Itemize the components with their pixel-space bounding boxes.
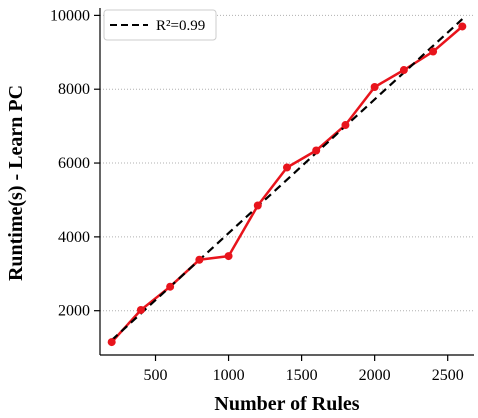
data-point <box>166 282 175 291</box>
x-ticks: 500 1000 1500 2000 2500 <box>144 355 464 384</box>
data-point <box>195 255 204 264</box>
legend-label: R²=0.99 <box>156 18 205 34</box>
data-point <box>253 201 262 210</box>
x-tick-label: 500 <box>144 367 168 384</box>
data-point <box>458 22 467 31</box>
x-tick-label: 1000 <box>213 367 245 384</box>
axes <box>99 8 474 356</box>
x-tick-label: 2000 <box>359 367 391 384</box>
x-tick-label: 2500 <box>432 367 464 384</box>
data-point <box>312 146 321 155</box>
y-ticks: 2000 4000 6000 8000 10000 <box>50 7 100 320</box>
data-point <box>107 338 116 347</box>
y-tick-label: 10000 <box>50 7 90 24</box>
y-tick-label: 2000 <box>58 303 90 320</box>
data-point <box>341 121 350 130</box>
fit-line <box>110 18 464 342</box>
y-tick-label: 4000 <box>58 229 90 246</box>
data-point <box>283 163 291 172</box>
x-tick-label: 1500 <box>286 367 318 384</box>
legend: R²=0.99 <box>103 9 217 41</box>
data-point <box>224 252 233 261</box>
data-point <box>429 47 438 56</box>
y-axis-title: Runtime(s) - Learn PC <box>5 85 27 281</box>
y-tick-label: 8000 <box>58 81 90 98</box>
legend-box <box>103 9 217 41</box>
data-point <box>399 66 408 75</box>
data-point <box>136 305 145 314</box>
x-axis-title: Number of Rules <box>214 393 359 415</box>
data-line <box>110 25 464 343</box>
series-layer <box>107 18 467 347</box>
data-point <box>370 82 379 91</box>
y-tick-label: 6000 <box>58 155 90 172</box>
gridlines <box>100 14 474 312</box>
